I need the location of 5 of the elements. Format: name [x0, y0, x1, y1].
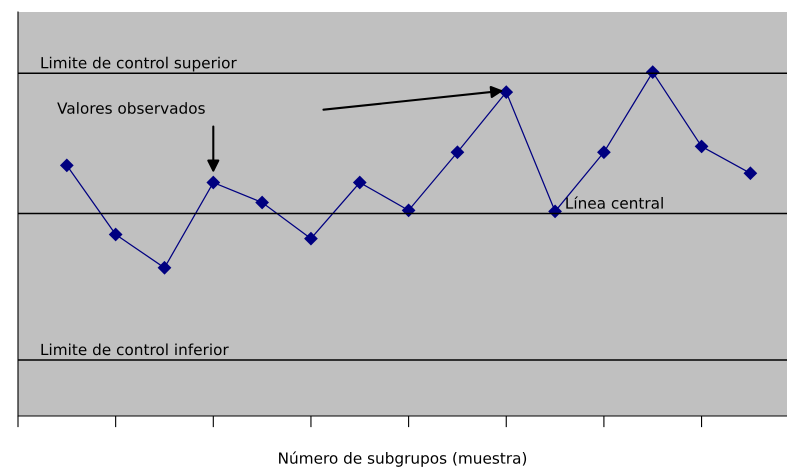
- ref-line-label: Limite de control inferior: [41, 343, 229, 356]
- ref-line-label: Limite de control superior: [41, 56, 237, 72]
- x-axis-title: Número de subgrupos (muestra): [279, 451, 526, 467]
- annotation: Valores observados: [57, 102, 205, 114]
- ref-line-label: Línea central: [566, 196, 663, 209]
